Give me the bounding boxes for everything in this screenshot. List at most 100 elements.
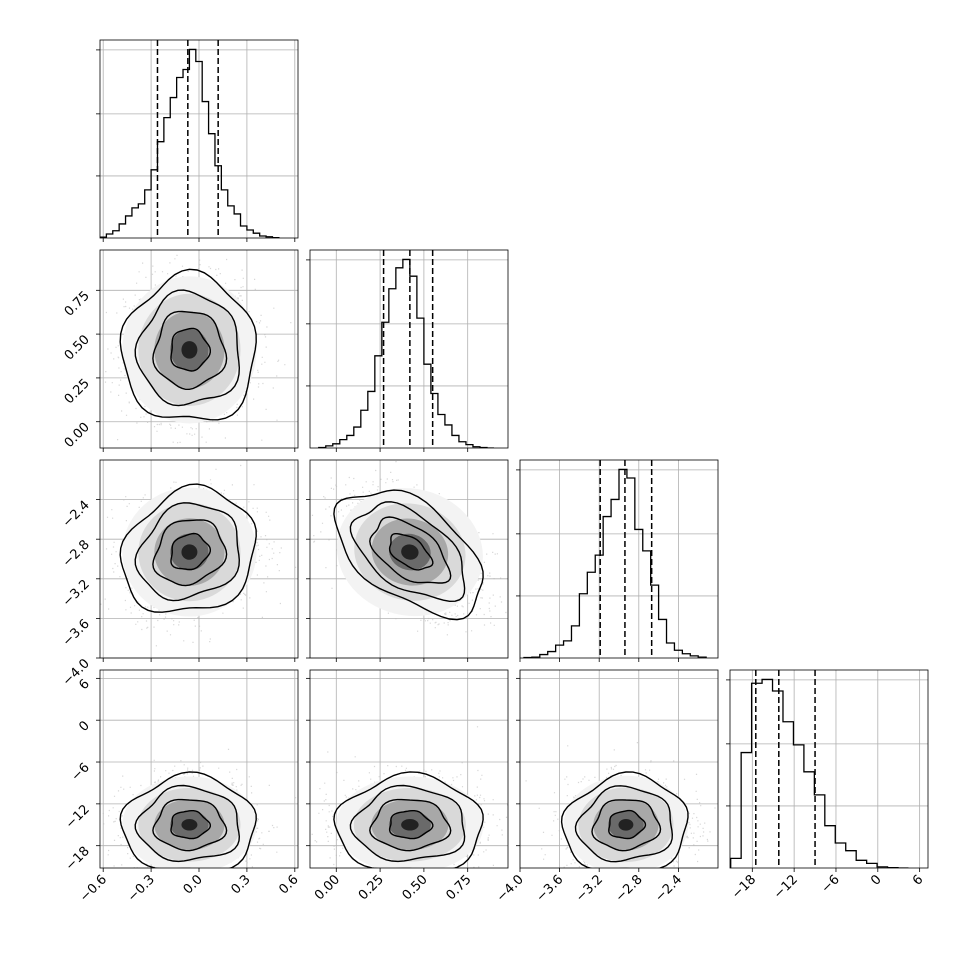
histogram-bin	[762, 679, 772, 868]
contour-line	[170, 532, 211, 571]
contour-line	[608, 809, 647, 840]
x-tick-label: −3.6	[533, 872, 566, 905]
x-tick-label: 0.3	[228, 872, 253, 897]
contour-line	[134, 289, 241, 407]
histogram-step	[730, 678, 909, 868]
histogram-bin	[410, 276, 417, 448]
histogram-bin	[579, 594, 587, 658]
contour-line	[134, 502, 241, 602]
density-fill	[401, 819, 419, 831]
histogram-step	[100, 48, 280, 238]
histogram-bin	[571, 626, 579, 658]
histogram-bin	[667, 643, 675, 658]
contour-line	[369, 516, 452, 584]
y-tick-label: −3.2	[60, 577, 93, 610]
scatter-panel-0-3: −0.6 −0.3 0.0 0.3 0.6 −18 −12 −6 0 6	[63, 669, 302, 905]
y-tick-label: −2.8	[60, 537, 93, 570]
x-tick-label: 0.6	[276, 872, 301, 897]
histogram-bin	[459, 442, 466, 448]
contour-line	[333, 489, 484, 621]
histogram-bin	[603, 517, 611, 658]
histogram-bin	[241, 226, 247, 238]
histogram-bin	[452, 435, 459, 448]
y-tick-label: −6	[69, 760, 93, 784]
histogram-bin	[856, 860, 866, 868]
x-tick-label: −3.2	[573, 872, 606, 905]
histogram-bin	[119, 224, 125, 238]
density-fill	[618, 818, 634, 831]
histogram-step	[523, 468, 707, 658]
contour-line	[349, 501, 466, 603]
contour-line	[170, 810, 211, 840]
histogram-bin	[189, 49, 195, 238]
contour-line	[591, 799, 662, 852]
histogram-bin	[867, 863, 877, 868]
histogram-bin	[773, 691, 783, 868]
histogram-bin	[741, 753, 751, 868]
histogram-bin	[113, 231, 119, 238]
histogram-bin	[247, 230, 253, 238]
histogram-bin	[234, 214, 240, 238]
histogram-bin	[752, 683, 762, 868]
histogram-bin	[375, 356, 382, 448]
y-tick-label: −18	[63, 844, 93, 874]
contour-line	[119, 483, 257, 613]
histogram-bin	[157, 142, 163, 238]
histogram-bin	[587, 572, 595, 658]
histogram-bin	[253, 233, 259, 238]
x-tick-label: 0.0	[181, 872, 206, 897]
contour-line	[134, 784, 241, 863]
histogram-bin	[825, 826, 835, 868]
y-tick-label: −2.4	[60, 498, 93, 531]
y-tick-label: 6	[76, 677, 92, 693]
contour-line	[369, 798, 452, 852]
histogram-bin	[145, 190, 151, 238]
histogram-panel-0	[96, 39, 299, 242]
histogram-bin	[417, 318, 424, 448]
histogram-panel-1	[306, 249, 509, 452]
histogram-bin	[396, 268, 403, 448]
x-tick-label: −2.8	[613, 872, 646, 905]
histogram-bin	[209, 134, 215, 238]
histogram-bin	[619, 469, 627, 658]
contour-line	[152, 519, 228, 587]
x-tick-label: 0.00	[312, 872, 343, 903]
histogram-bin	[835, 843, 845, 868]
x-tick-label: −2.4	[652, 872, 685, 905]
histogram-bin	[170, 98, 176, 238]
histogram-bin	[126, 216, 132, 238]
histogram-bin	[202, 102, 208, 238]
histogram-panel-2	[516, 459, 719, 662]
contour-line	[388, 810, 434, 840]
histogram-bin	[564, 641, 572, 658]
x-tick-label: −18	[729, 872, 759, 902]
density-fill	[181, 341, 198, 359]
histogram-bin	[389, 289, 396, 448]
y-tick-label: −12	[63, 802, 93, 832]
histogram-bin	[151, 170, 157, 238]
histogram-bin	[368, 391, 375, 448]
x-tick-label: 6	[910, 872, 926, 888]
y-tick-label: 0.25	[62, 376, 93, 407]
y-tick-label: 0.50	[62, 332, 93, 363]
histogram-bin	[611, 499, 619, 658]
histogram-bin	[424, 364, 431, 448]
histogram-bin	[846, 851, 856, 868]
contour-line	[388, 533, 434, 571]
scatter-points	[311, 461, 507, 636]
x-tick-label: −12	[771, 872, 801, 902]
histogram-bin	[731, 858, 741, 868]
histogram-step	[318, 258, 494, 448]
density-fill	[181, 819, 198, 831]
density-fill	[181, 544, 198, 560]
scatter-panel-1-2	[306, 459, 509, 662]
histogram-bin	[164, 118, 170, 238]
x-tick-label: −6	[819, 872, 843, 896]
contour-line	[119, 771, 257, 868]
x-tick-label: −0.6	[77, 872, 110, 905]
x-tick-label: 0.75	[443, 872, 474, 903]
histogram-bin	[221, 190, 227, 238]
x-tick-label: 0.25	[356, 872, 387, 903]
histogram-panel-3: −18 −12 −6 0 6	[726, 669, 929, 902]
